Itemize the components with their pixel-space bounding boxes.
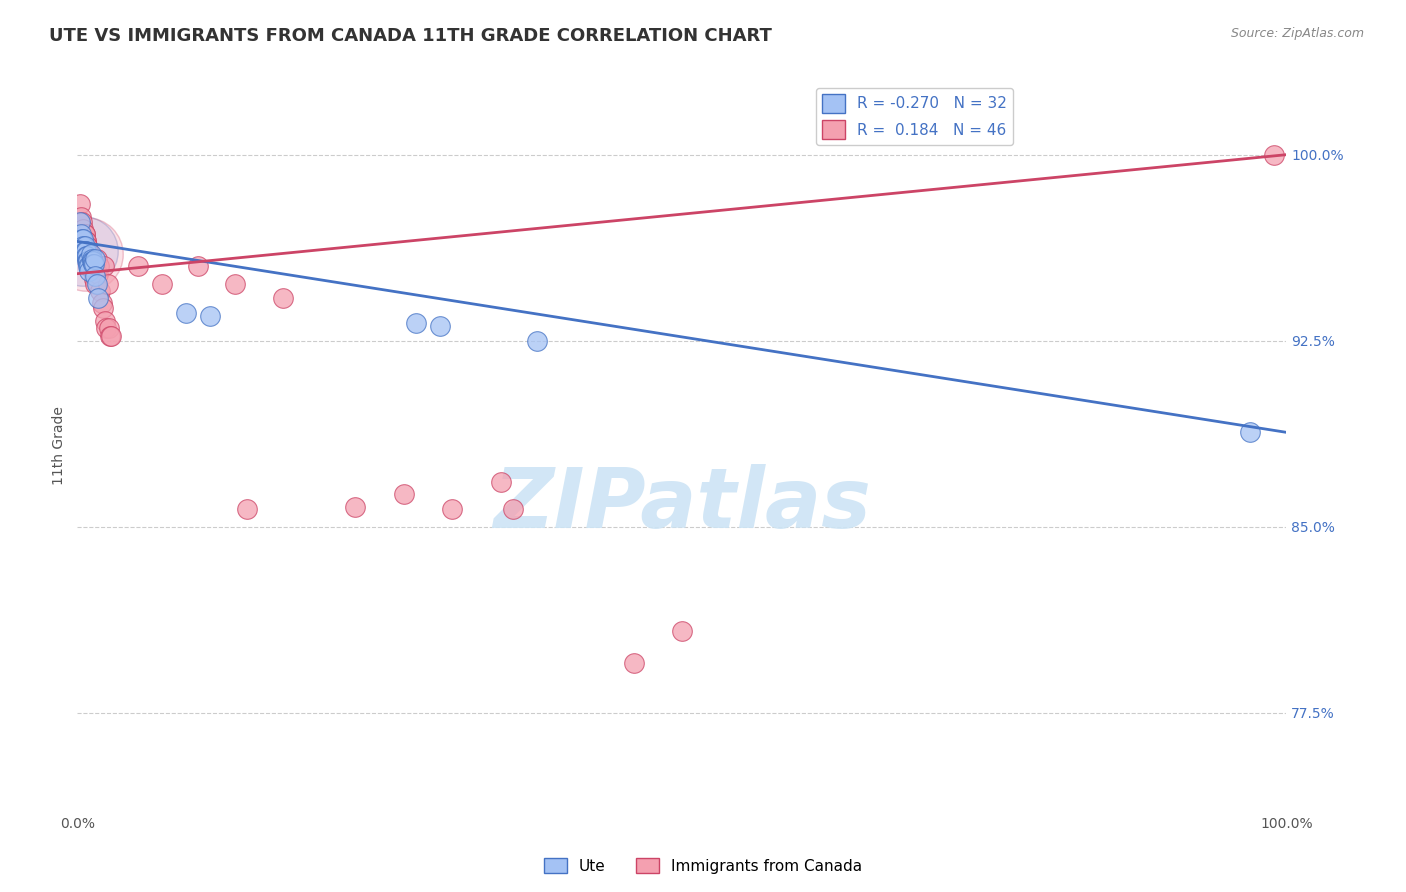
Point: [75, 235, 97, 249]
Point: [623, 656, 645, 670]
Point: [73, 239, 96, 253]
Point: [1239, 425, 1261, 440]
Point: [87, 292, 110, 306]
Point: [80, 254, 103, 268]
Point: [200, 309, 222, 323]
Point: [1263, 147, 1285, 161]
Legend: R = -0.270   N = 32, R =  0.184   N = 46: R = -0.270 N = 32, R = 0.184 N = 46: [815, 88, 1012, 145]
Point: [73, 244, 96, 259]
Point: [80, 252, 103, 266]
Point: [671, 624, 693, 638]
Point: [70, 232, 93, 246]
Point: [79, 254, 101, 268]
Point: [79, 247, 101, 261]
Point: [72, 239, 94, 253]
Point: [344, 500, 367, 514]
Point: [90, 296, 112, 310]
Point: [91, 301, 114, 316]
Point: [69, 197, 91, 211]
Point: [72, 232, 94, 246]
Point: [87, 259, 110, 273]
Point: [98, 328, 121, 343]
Point: [70, 227, 93, 241]
Point: [86, 252, 108, 266]
Point: [77, 244, 100, 259]
Text: Source: ZipAtlas.com: Source: ZipAtlas.com: [1230, 27, 1364, 40]
Legend: Ute, Immigrants from Canada: Ute, Immigrants from Canada: [537, 852, 869, 880]
Point: [79, 259, 101, 273]
Point: [86, 277, 108, 291]
Point: [76, 254, 98, 268]
Point: [75, 235, 97, 249]
Point: [70, 214, 93, 228]
Text: ZIPatlas: ZIPatlas: [494, 464, 870, 545]
Point: [392, 487, 415, 501]
Point: [80, 261, 103, 276]
Point: [84, 252, 107, 266]
Point: [94, 314, 117, 328]
Y-axis label: 11th Grade: 11th Grade: [52, 407, 66, 485]
Point: [75, 244, 97, 259]
Point: [82, 254, 104, 268]
Point: [79, 247, 101, 261]
Point: [75, 247, 97, 261]
Point: [224, 277, 246, 291]
Point: [75, 249, 97, 263]
Point: [97, 321, 120, 335]
Point: [429, 318, 451, 333]
Point: [69, 214, 91, 228]
Point: [76, 249, 98, 263]
Point: [76, 239, 98, 253]
Point: [187, 259, 209, 273]
Point: [79, 254, 101, 268]
Point: [82, 257, 104, 271]
Point: [72, 222, 94, 236]
Point: [84, 269, 107, 284]
Point: [502, 502, 524, 516]
Point: [405, 316, 427, 330]
Point: [84, 277, 107, 291]
Point: [73, 227, 96, 241]
Point: [83, 257, 105, 271]
Point: [100, 328, 122, 343]
Point: [70, 210, 93, 224]
Point: [174, 306, 197, 320]
Point: [77, 254, 100, 268]
Point: [96, 277, 118, 291]
Point: [235, 502, 257, 516]
Point: [489, 475, 512, 489]
Point: [87, 267, 110, 281]
Point: [83, 271, 105, 285]
Point: [79, 264, 101, 278]
Point: [127, 259, 149, 273]
Point: [77, 259, 100, 273]
Point: [271, 292, 294, 306]
Point: [73, 227, 96, 241]
Point: [441, 502, 464, 516]
Point: [82, 264, 104, 278]
Point: [77, 254, 100, 268]
Point: [96, 321, 118, 335]
Point: [76, 239, 98, 253]
Point: [150, 277, 173, 291]
Text: UTE VS IMMIGRANTS FROM CANADA 11TH GRADE CORRELATION CHART: UTE VS IMMIGRANTS FROM CANADA 11TH GRADE…: [49, 27, 772, 45]
Point: [89, 284, 111, 298]
Point: [72, 244, 94, 259]
Point: [526, 334, 548, 348]
Point: [77, 244, 100, 259]
Point: [93, 259, 115, 273]
